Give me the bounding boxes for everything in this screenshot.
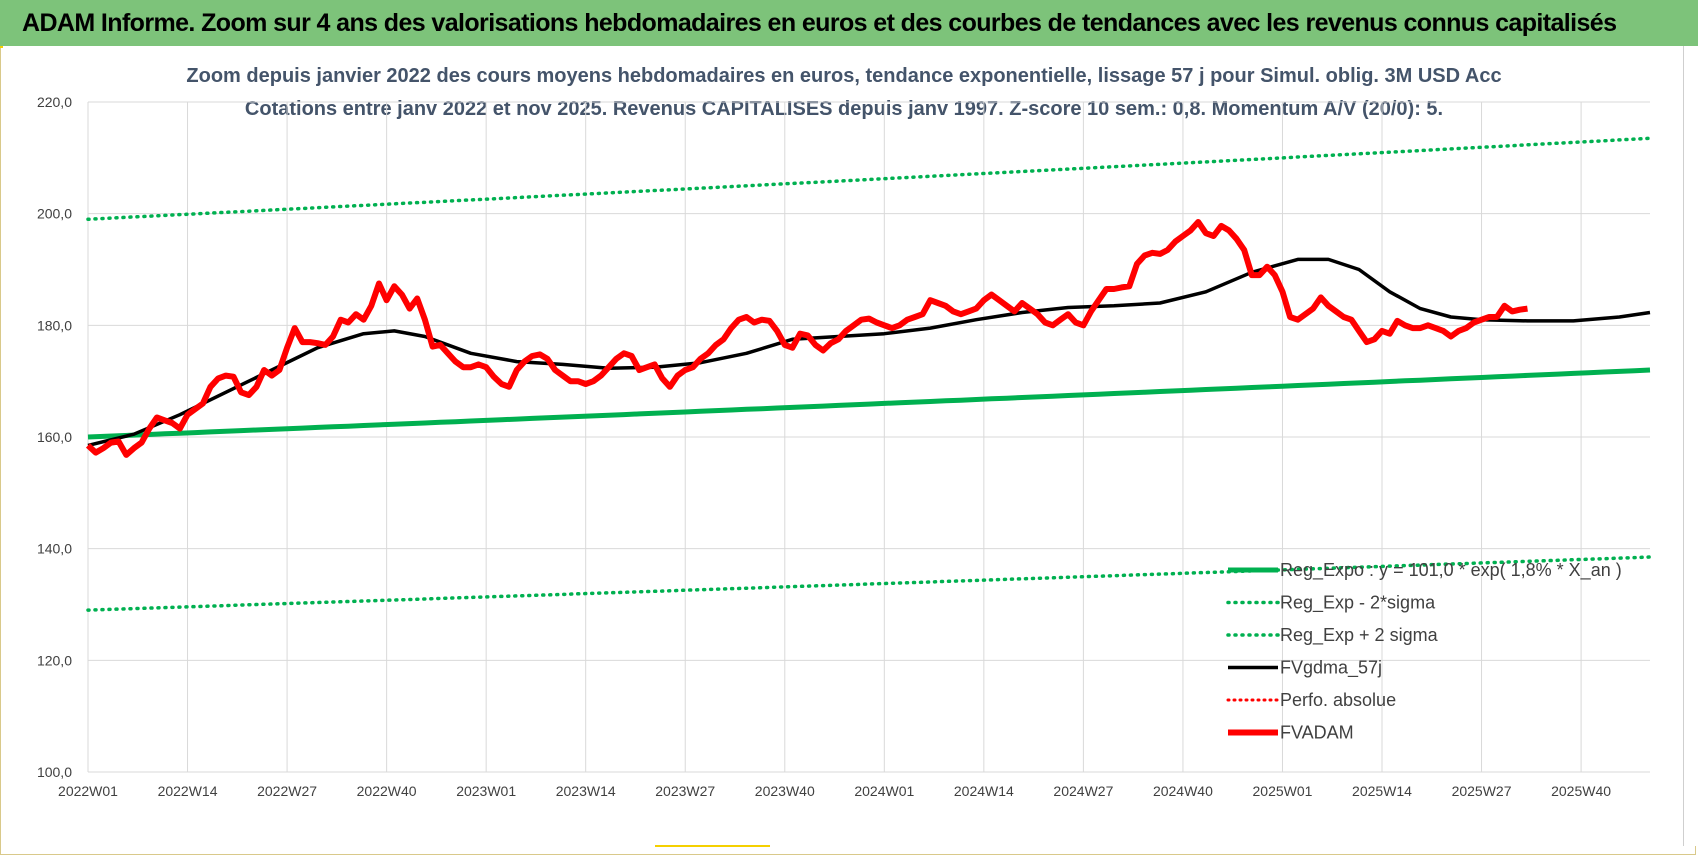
chart-title-line-2: Cotations entre janv 2022 et nov 2025. R…	[245, 98, 1443, 120]
x-tick-label: 2023W01	[456, 783, 516, 799]
chart-canvas: Zoom depuis janvier 2022 des cours moyen…	[37, 65, 1652, 799]
x-tick-label: 2022W14	[158, 783, 218, 799]
x-tick-label: 2025W40	[1551, 783, 1611, 799]
y-tick-label: 140,0	[37, 541, 72, 557]
y-tick-label: 100,0	[37, 764, 72, 780]
y-tick-label: 120,0	[37, 652, 72, 668]
y-tick-label: 200,0	[37, 206, 72, 222]
y-tick-label: 180,0	[37, 317, 72, 333]
series-line-fvgdma-57j	[87, 257, 1651, 448]
x-tick-label: 2024W27	[1053, 783, 1113, 799]
legend-label: Reg_Expo : y = 101,0 * exp( 1,8% * X_an …	[1280, 560, 1622, 581]
corner-accent	[0, 46, 3, 48]
legend-label: FVgdma_57j	[1280, 658, 1382, 679]
y-tick-label: 160,0	[37, 429, 72, 445]
legend-label: Perfo. absolue	[1280, 690, 1396, 710]
x-tick-label: 2024W40	[1153, 783, 1213, 799]
x-tick-label: 2025W01	[1253, 783, 1313, 799]
y-axis-ticks: 100,0 120,0 140,0 160,0 180,0 200,0 220,0	[37, 94, 72, 780]
legend-label: FVADAM	[1280, 723, 1354, 743]
x-tick-label: 2024W01	[854, 783, 914, 799]
x-tick-label: 2023W40	[755, 783, 815, 799]
gridlines	[87, 101, 1650, 773]
report-banner-title: ADAM Informe. Zoom sur 4 ans des valoris…	[0, 0, 1698, 46]
x-tick-label: 2022W27	[257, 783, 317, 799]
right-scroll-edge	[1683, 46, 1698, 846]
bottom-accent	[655, 845, 770, 847]
x-tick-label: 2025W14	[1352, 783, 1412, 799]
x-tick-label: 2023W27	[655, 783, 715, 799]
y-tick-label: 220,0	[37, 94, 72, 110]
legend-label: Reg_Exp - 2*sigma	[1280, 593, 1436, 614]
series-line-reg-expo-y-101-0-exp-1-8-x-an	[87, 367, 1651, 440]
chart-title-line-1: Zoom depuis janvier 2022 des cours moyen…	[186, 65, 1501, 87]
x-axis-ticks: 2022W01 2022W14 2022W27 2022W40 2023W01 2023W…	[58, 783, 1611, 799]
series	[85, 136, 1652, 612]
series-line-reg-exp-2-sigma	[86, 136, 1652, 222]
x-tick-label: 2023W14	[556, 783, 616, 799]
legend-label: Reg_Exp + 2 sigma	[1280, 625, 1439, 646]
series-line-reg-exp-2-sigma	[86, 555, 1652, 612]
x-tick-label: 2022W01	[58, 783, 118, 799]
legend: Reg_Expo : y = 101,0 * exp( 1,8% * X_an …	[1226, 560, 1622, 743]
series-line-fvadam	[85, 219, 1528, 458]
x-tick-label: 2024W14	[954, 783, 1014, 799]
x-tick-label: 2025W27	[1452, 783, 1512, 799]
x-tick-label: 2022W40	[357, 783, 417, 799]
